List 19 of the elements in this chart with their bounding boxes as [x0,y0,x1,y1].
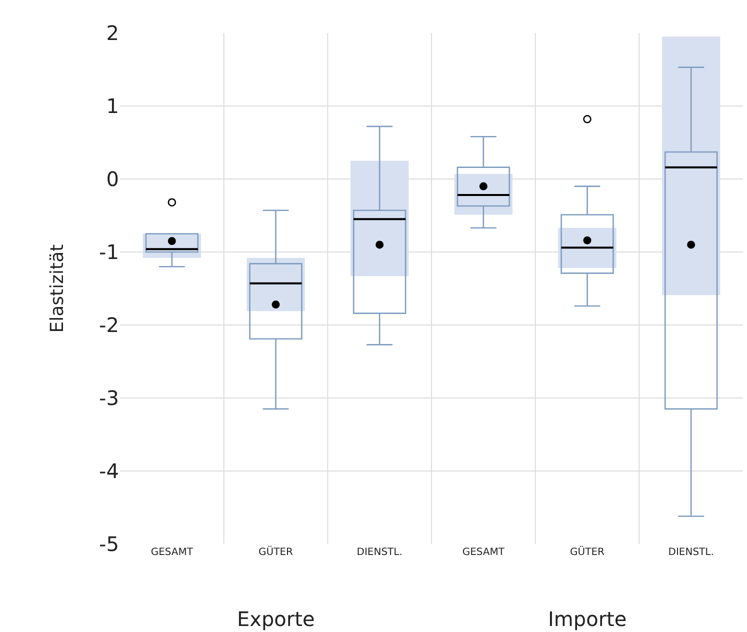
x-tick-label: GESAMT [462,547,506,558]
y-tick-label: -2 [99,313,119,337]
x-tick-label: DIENSTL. [668,547,714,558]
x-tick-label: DIENSTL. [356,547,402,558]
x-tick-label: GÜTER [258,545,294,558]
x-tick-label: GESAMT [150,547,194,558]
text: Exporte [237,607,315,631]
y-tick-label: 2 [106,21,119,45]
y-axis-title: Elastizität [47,244,68,333]
y-tick-label: -3 [99,386,119,410]
x-tick-label: GÜTER [570,545,605,558]
y-tick-label: -4 [99,459,119,483]
y-tick-label: -5 [99,532,119,556]
bar [662,36,720,296]
y-tick-label: -1 [99,240,119,264]
text: Importe [548,607,627,631]
y-tick-label: 1 [106,94,119,118]
bar [350,160,409,276]
y-tick-label: 0 [106,167,119,191]
